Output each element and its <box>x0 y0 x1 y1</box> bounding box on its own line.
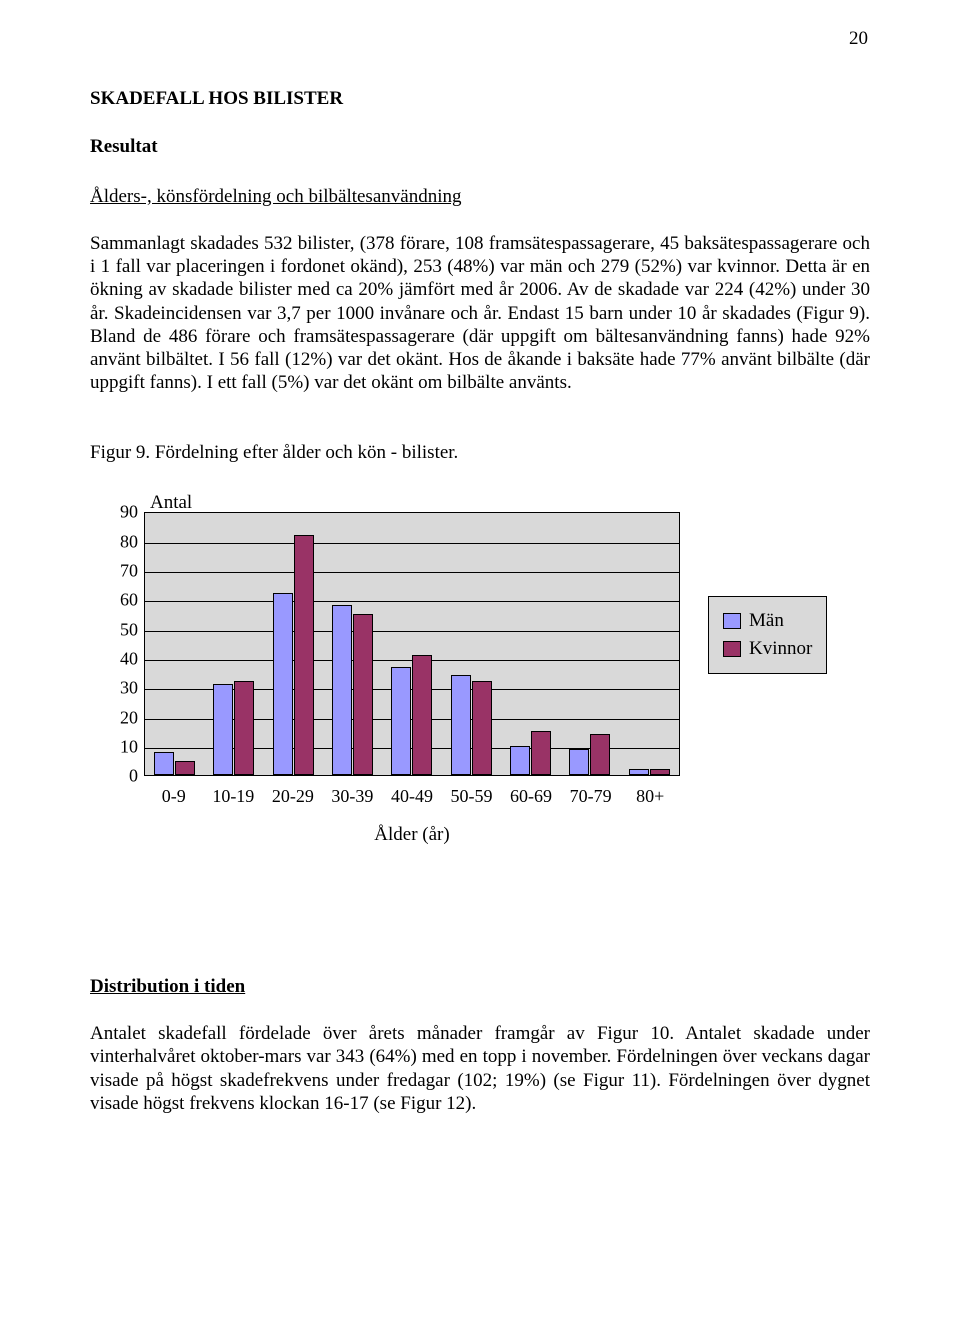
x-axis-title: Ålder (år) <box>90 824 680 846</box>
bar-group <box>621 769 677 775</box>
bar <box>332 605 352 775</box>
legend-swatch <box>723 613 741 629</box>
subsection-heading: Ålders-, könsfördelning och bilbältesanv… <box>90 186 870 208</box>
y-tick-label: 80 <box>98 531 138 552</box>
bar <box>510 746 530 775</box>
bar-group <box>443 675 499 775</box>
legend-label: Män <box>749 610 784 632</box>
y-tick-label: 10 <box>98 736 138 757</box>
bar <box>531 731 551 775</box>
plot-area <box>144 512 680 776</box>
x-tick-row: 0-910-1920-2930-3940-4950-5960-6970-7980… <box>144 780 680 816</box>
section-title: SKADEFALL HOS BILISTER <box>90 88 870 110</box>
legend-item: Kvinnor <box>723 635 812 663</box>
y-axis-title: Antal <box>150 492 192 514</box>
legend-label: Kvinnor <box>749 638 812 660</box>
distribution-heading: Distribution i tiden <box>90 976 870 998</box>
page: 20 SKADEFALL HOS BILISTER Resultat Ålder… <box>0 0 960 1327</box>
y-tick-label: 60 <box>98 590 138 611</box>
bar <box>294 535 314 776</box>
x-tick-label: 0-9 <box>146 780 202 816</box>
bar <box>629 769 649 775</box>
figure-caption: Figur 9. Fördelning efter ålder och kön … <box>90 442 870 464</box>
paragraph-2: Antalet skadefall fördelade över årets m… <box>90 1022 870 1115</box>
paragraph-1: Sammanlagt skadades 532 bilister, (378 f… <box>90 232 870 394</box>
bars-row <box>145 513 679 775</box>
bar <box>175 761 195 776</box>
bar-group <box>562 734 618 775</box>
bar <box>154 752 174 775</box>
bar <box>650 769 670 775</box>
bar <box>353 614 373 775</box>
bar <box>213 684 233 775</box>
chart-container: Antal 0-910-1920-2930-3940-4950-5960-697… <box>90 496 870 846</box>
page-number: 20 <box>849 28 868 50</box>
x-tick-label: 50-59 <box>443 780 499 816</box>
x-tick-label: 40-49 <box>384 780 440 816</box>
legend-swatch <box>723 641 741 657</box>
x-tick-label: 60-69 <box>503 780 559 816</box>
bar <box>273 593 293 775</box>
bar-group <box>265 535 321 776</box>
x-tick-label: 20-29 <box>265 780 321 816</box>
bar <box>472 681 492 775</box>
bar-group <box>384 655 440 775</box>
bar-group <box>325 605 381 775</box>
result-heading: Resultat <box>90 136 870 158</box>
y-tick-label: 70 <box>98 560 138 581</box>
y-tick-label: 30 <box>98 678 138 699</box>
bar-group <box>503 731 559 775</box>
bar-chart: Antal 0-910-1920-2930-3940-4950-5960-697… <box>90 496 680 816</box>
y-tick-label: 20 <box>98 707 138 728</box>
bar-group <box>147 752 203 775</box>
legend-item: Män <box>723 607 812 635</box>
bar <box>412 655 432 775</box>
y-tick-label: 0 <box>98 766 138 787</box>
bar <box>569 749 589 775</box>
x-tick-label: 10-19 <box>205 780 261 816</box>
bar <box>451 675 471 775</box>
y-tick-label: 50 <box>98 619 138 640</box>
x-tick-label: 70-79 <box>562 780 618 816</box>
x-tick-label: 80+ <box>622 780 678 816</box>
bar <box>234 681 254 775</box>
bar <box>391 667 411 776</box>
bar <box>590 734 610 775</box>
y-tick-label: 90 <box>98 502 138 523</box>
chart-legend: Män Kvinnor <box>708 596 827 674</box>
y-tick-label: 40 <box>98 648 138 669</box>
bar-group <box>206 681 262 775</box>
x-tick-label: 30-39 <box>324 780 380 816</box>
